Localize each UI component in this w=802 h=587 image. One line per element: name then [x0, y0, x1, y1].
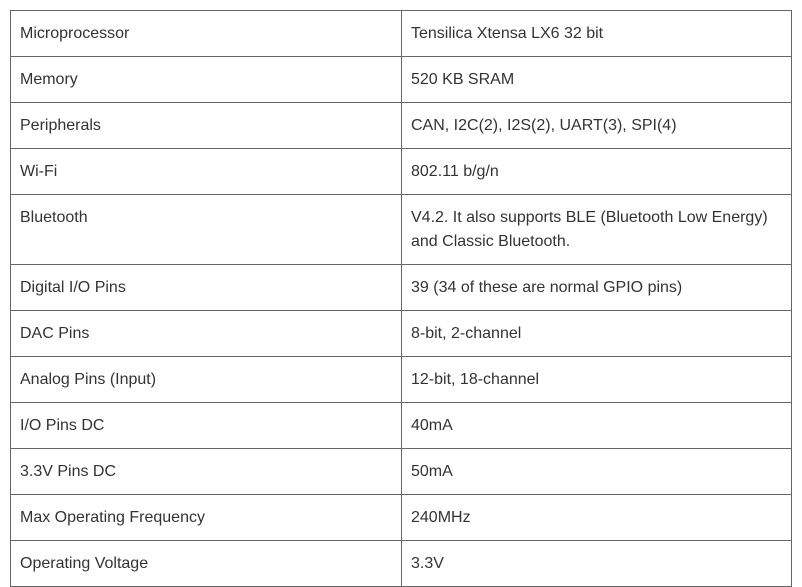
spec-name: Bluetooth — [10, 194, 402, 265]
spec-name: Max Operating Frequency — [10, 494, 402, 541]
spec-value: 520 KB SRAM — [401, 56, 792, 103]
spec-name: Analog Pins (Input) — [10, 356, 402, 403]
spec-value: Tensilica Xtensa LX6 32 bit — [401, 10, 792, 57]
spec-name: Memory — [10, 56, 402, 103]
table-row: Peripherals CAN, I2C(2), I2S(2), UART(3),… — [10, 102, 792, 149]
spec-value: 8-bit, 2-channel — [401, 310, 792, 357]
table-row: DAC Pins 8-bit, 2-channel — [10, 310, 792, 357]
table-row: Analog Pins (Input) 12-bit, 18-channel — [10, 356, 792, 403]
table-row: Max Operating Frequency 240MHz — [10, 494, 792, 541]
spec-name: I/O Pins DC — [10, 402, 402, 449]
spec-value: V4.2. It also supports BLE (Bluetooth Lo… — [401, 194, 792, 265]
spec-name: 3.3V Pins DC — [10, 448, 402, 495]
spec-name: DAC Pins — [10, 310, 402, 357]
spec-table: Microprocessor Tensilica Xtensa LX6 32 bi… — [10, 10, 792, 587]
table-row: Memory 520 KB SRAM — [10, 56, 792, 103]
table-row: Wi-Fi 802.11 b/g/n — [10, 148, 792, 195]
spec-value: 12-bit, 18-channel — [401, 356, 792, 403]
spec-value: 39 (34 of these are normal GPIO pins) — [401, 264, 792, 311]
spec-value: 240MHz — [401, 494, 792, 541]
spec-name: Wi-Fi — [10, 148, 402, 195]
spec-value: 50mA — [401, 448, 792, 495]
spec-value: 3.3V — [401, 540, 792, 587]
table-row: Operating Voltage 3.3V — [10, 540, 792, 587]
spec-name: Digital I/O Pins — [10, 264, 402, 311]
table-row: 3.3V Pins DC 50mA — [10, 448, 792, 495]
spec-value: 802.11 b/g/n — [401, 148, 792, 195]
spec-name: Microprocessor — [10, 10, 402, 57]
table-row: Digital I/O Pins 39 (34 of these are norm… — [10, 264, 792, 311]
spec-value: CAN, I2C(2), I2S(2), UART(3), SPI(4) — [401, 102, 792, 149]
spec-name: Peripherals — [10, 102, 402, 149]
table-row: I/O Pins DC 40mA — [10, 402, 792, 449]
table-row: Microprocessor Tensilica Xtensa LX6 32 bi… — [10, 10, 792, 57]
spec-name: Operating Voltage — [10, 540, 402, 587]
table-row: Bluetooth V4.2. It also supports BLE (Blu… — [10, 194, 792, 265]
spec-value: 40mA — [401, 402, 792, 449]
